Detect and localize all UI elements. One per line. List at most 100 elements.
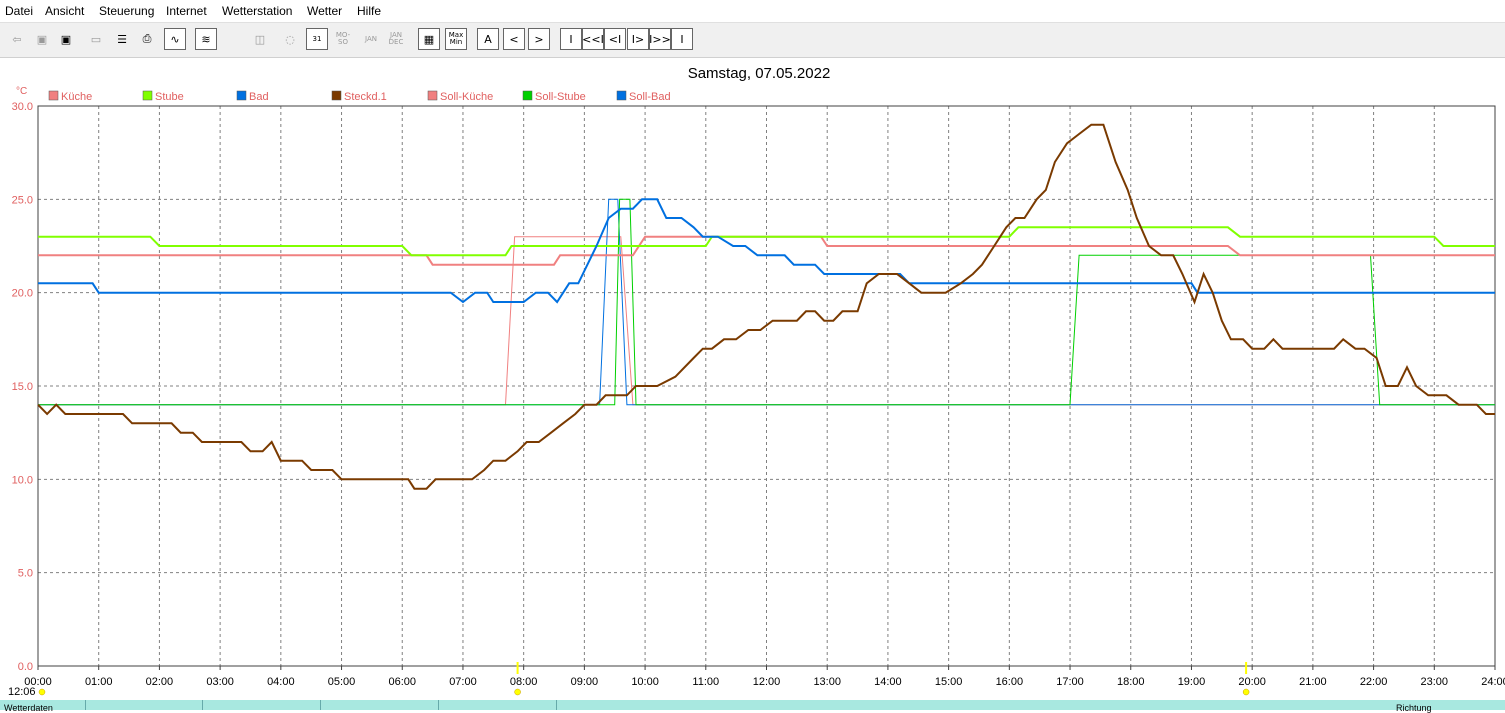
next-icon[interactable]: > xyxy=(528,28,550,50)
sunrise-icon xyxy=(514,688,521,696)
menu-bar: Datei Ansicht Steuerung Internet Wetterstati… xyxy=(0,0,1505,23)
status-separator xyxy=(202,700,203,710)
menu-wetterstation[interactable]: Wetterstation xyxy=(222,4,293,18)
status-separator xyxy=(556,700,557,710)
series-line-soll-stube xyxy=(38,198,1495,406)
y-axis-unit: °C xyxy=(16,86,27,97)
auto-icon[interactable]: A xyxy=(477,28,499,50)
legend-swatch xyxy=(48,90,59,101)
first-icon[interactable]: I xyxy=(560,28,582,50)
chart-line-icon[interactable]: ∿ xyxy=(164,28,186,50)
legend-label: Steckd.1 xyxy=(344,91,387,103)
legend-label: Küche xyxy=(61,91,92,103)
y-tick-label: 10.0 xyxy=(12,474,33,486)
x-tick-label: 02:00 xyxy=(146,676,174,688)
x-tick-label: 21:00 xyxy=(1299,676,1327,688)
current-time-label: 12:06 xyxy=(8,686,36,698)
series-line-bad xyxy=(38,198,1495,304)
chart-compare-icon[interactable]: ≋ xyxy=(195,28,217,50)
x-tick-label: 05:00 xyxy=(328,676,356,688)
toolbar: ⇦ ▣ ▣ ▭ ☰ ⎙ ∿ ≋ ◫ ◌ 31 MO-SO JAN JAN DEC ▦ Max Min A < > I <… xyxy=(0,23,1505,58)
last-icon[interactable]: I xyxy=(671,28,693,50)
forward-step-icon[interactable]: I> xyxy=(627,28,649,50)
status-left-label: Wetterdaten xyxy=(4,703,53,713)
legend-swatch xyxy=(522,90,533,101)
week-icon[interactable]: MO-SO xyxy=(335,31,351,46)
legend-swatch xyxy=(331,90,342,101)
window-icon[interactable]: ▭ xyxy=(90,32,102,46)
x-tick-label: 14:00 xyxy=(874,676,902,688)
legend-label: Soll-Küche xyxy=(440,91,493,103)
menu-internet[interactable]: Internet xyxy=(166,4,207,18)
x-tick-label: 13:00 xyxy=(813,676,841,688)
legend-label: Soll-Bad xyxy=(629,91,671,103)
y-tick-label: 20.0 xyxy=(12,288,33,300)
temperature-chart: Samstag, 07.05.2022 °C Küche Stube Bad Steckd… xyxy=(8,65,1505,698)
status-separator xyxy=(85,700,86,710)
min-max-icon[interactable]: Max Min xyxy=(445,28,467,50)
legend-label: Bad xyxy=(249,91,269,103)
chart-title: Samstag, 07.05.2022 xyxy=(688,65,831,82)
time-marker-icon xyxy=(38,688,46,696)
menu-datei[interactable]: Datei xyxy=(5,4,34,18)
menu-wetter[interactable]: Wetter xyxy=(307,4,343,18)
x-tick-label: 06:00 xyxy=(388,676,416,688)
month-icon[interactable]: JAN xyxy=(365,34,377,43)
day-history-icon[interactable]: ◫ xyxy=(254,32,266,46)
x-tick-label: 23:00 xyxy=(1421,676,1449,688)
menu-steuerung[interactable]: Steuerung xyxy=(99,4,155,18)
x-tick-label: 16:00 xyxy=(996,676,1024,688)
series-line-soll-kueche xyxy=(38,236,1495,406)
legend-swatch xyxy=(616,90,627,101)
x-tick-label: 04:00 xyxy=(267,676,295,688)
x-tick-label: 24:00 xyxy=(1481,676,1505,688)
x-tick-label: 09:00 xyxy=(571,676,599,688)
x-tick-label: 11:00 xyxy=(692,676,719,688)
x-tick-label: 15:00 xyxy=(935,676,963,688)
table-icon[interactable]: ▦ xyxy=(418,28,440,50)
y-tick-label: 30.0 xyxy=(12,101,33,113)
notepad-icon[interactable]: ☰ xyxy=(117,32,127,46)
x-tick-label: 07:00 xyxy=(449,676,477,688)
x-tick-label: 22:00 xyxy=(1360,676,1388,688)
back-fast-icon[interactable]: <<I xyxy=(582,28,604,50)
y-tick-label: 0.0 xyxy=(18,661,33,673)
x-tick-label: 18:00 xyxy=(1117,676,1145,688)
x-tick-label: 01:00 xyxy=(85,676,113,688)
status-right-label: Richtung xyxy=(1396,703,1432,713)
day-icon[interactable]: 31 xyxy=(306,28,328,50)
x-tick-label: 20:00 xyxy=(1238,676,1266,688)
forward-fast-icon[interactable]: I>> xyxy=(649,28,671,50)
series-line-soll-bad xyxy=(38,198,1495,406)
y-tick-label: 15.0 xyxy=(12,381,33,393)
legend-swatch xyxy=(142,90,153,101)
print-icon[interactable]: ⎙ xyxy=(142,32,152,45)
x-tick-label: 10:00 xyxy=(631,676,659,688)
prev-icon[interactable]: < xyxy=(503,28,525,50)
status-separator xyxy=(320,700,321,710)
series-line-stube xyxy=(38,226,1495,257)
menu-hilfe[interactable]: Hilfe xyxy=(357,4,382,18)
legend-swatch xyxy=(236,90,247,101)
legend-label: Stube xyxy=(155,91,184,103)
x-tick-label: 03:00 xyxy=(206,676,234,688)
save-disk-icon[interactable]: ▣ xyxy=(60,32,72,46)
back-icon[interactable]: ⇦ xyxy=(12,32,22,46)
y-tick-label: 25.0 xyxy=(12,194,33,206)
legend-swatch xyxy=(427,90,438,101)
reset-icon[interactable]: ◌ xyxy=(285,32,295,46)
sunset-icon xyxy=(1242,688,1250,696)
x-tick-label: 19:00 xyxy=(1178,676,1206,688)
menu-ansicht[interactable]: Ansicht xyxy=(45,4,85,18)
x-tick-label: 12:00 xyxy=(753,676,781,688)
legend-label: Soll-Stube xyxy=(535,91,586,103)
save-icon[interactable]: ▣ xyxy=(36,32,48,46)
x-tick-label: 00:00 xyxy=(24,676,52,688)
series-line-steckd xyxy=(37,123,1495,490)
x-tick-label: 17:00 xyxy=(1056,676,1084,688)
status-bar: Wetterdaten Richtung xyxy=(0,700,1505,713)
back-step-icon[interactable]: <I xyxy=(604,28,626,50)
x-tick-label: 08:00 xyxy=(510,676,538,688)
year-icon[interactable]: JAN DEC xyxy=(388,31,404,46)
y-tick-label: 5.0 xyxy=(18,568,33,580)
